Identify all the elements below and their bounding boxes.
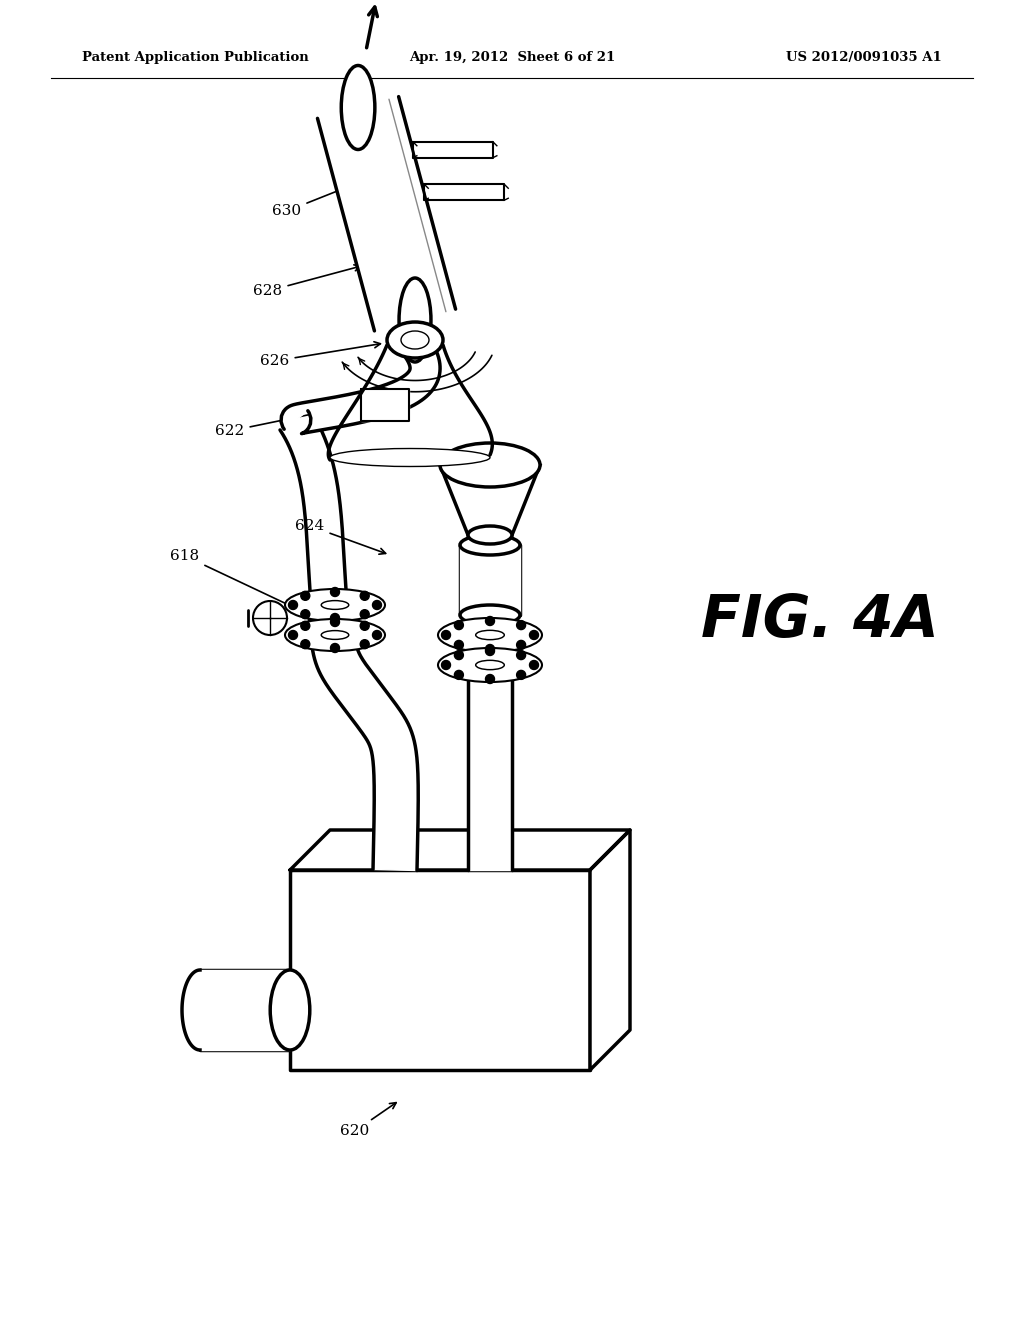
Circle shape — [455, 620, 464, 630]
Circle shape — [301, 591, 310, 601]
Polygon shape — [361, 389, 409, 421]
Polygon shape — [590, 830, 630, 1071]
Ellipse shape — [460, 605, 520, 624]
Circle shape — [455, 671, 464, 680]
Circle shape — [360, 610, 370, 619]
Text: Apr. 19, 2012  Sheet 6 of 21: Apr. 19, 2012 Sheet 6 of 21 — [409, 51, 615, 65]
Circle shape — [331, 618, 340, 627]
Ellipse shape — [285, 589, 385, 620]
Polygon shape — [440, 465, 540, 535]
Circle shape — [301, 622, 310, 631]
Ellipse shape — [322, 631, 349, 639]
Circle shape — [485, 616, 495, 626]
Circle shape — [331, 614, 340, 623]
Ellipse shape — [438, 648, 542, 682]
Text: FIG. 4A: FIG. 4A — [701, 591, 939, 648]
Ellipse shape — [401, 331, 429, 348]
Polygon shape — [413, 141, 497, 158]
Circle shape — [373, 601, 382, 610]
Text: 626: 626 — [260, 342, 381, 368]
Polygon shape — [182, 970, 200, 1049]
Circle shape — [360, 640, 370, 648]
Circle shape — [441, 660, 451, 669]
Ellipse shape — [468, 525, 512, 544]
Circle shape — [517, 620, 525, 630]
Circle shape — [485, 675, 495, 684]
Circle shape — [301, 640, 310, 648]
Polygon shape — [280, 411, 346, 591]
Ellipse shape — [476, 660, 504, 669]
Text: US 2012/0091035 A1: US 2012/0091035 A1 — [786, 51, 942, 65]
Circle shape — [485, 647, 495, 656]
Polygon shape — [424, 185, 508, 201]
Polygon shape — [200, 970, 290, 1049]
Ellipse shape — [341, 66, 375, 149]
Polygon shape — [317, 96, 456, 331]
Circle shape — [360, 591, 370, 601]
Ellipse shape — [399, 279, 431, 362]
Text: Patent Application Publication: Patent Application Publication — [82, 51, 309, 65]
Circle shape — [517, 651, 525, 660]
Ellipse shape — [330, 449, 490, 466]
Text: 628: 628 — [253, 265, 360, 298]
Circle shape — [485, 644, 495, 653]
Circle shape — [455, 640, 464, 649]
Polygon shape — [468, 649, 512, 870]
Text: 618: 618 — [170, 549, 306, 614]
Circle shape — [253, 601, 287, 635]
Ellipse shape — [438, 618, 542, 652]
Circle shape — [289, 601, 298, 610]
Ellipse shape — [322, 601, 349, 610]
Polygon shape — [460, 545, 520, 615]
Polygon shape — [290, 870, 590, 1071]
Circle shape — [529, 631, 539, 639]
Text: 624: 624 — [295, 519, 386, 554]
Circle shape — [331, 644, 340, 652]
Circle shape — [455, 651, 464, 660]
Ellipse shape — [387, 322, 443, 358]
Circle shape — [289, 631, 298, 639]
Text: 620: 620 — [340, 1102, 396, 1138]
Circle shape — [441, 631, 451, 639]
Polygon shape — [281, 335, 440, 433]
Polygon shape — [290, 830, 630, 870]
Circle shape — [529, 660, 539, 669]
Ellipse shape — [270, 970, 310, 1049]
Ellipse shape — [460, 535, 520, 554]
Ellipse shape — [285, 619, 385, 651]
Polygon shape — [472, 540, 508, 610]
Text: 622: 622 — [215, 397, 385, 438]
Circle shape — [517, 671, 525, 680]
Circle shape — [373, 631, 382, 639]
Ellipse shape — [476, 631, 504, 640]
Ellipse shape — [440, 444, 540, 487]
Circle shape — [517, 640, 525, 649]
Text: 630: 630 — [272, 183, 355, 218]
Circle shape — [301, 610, 310, 619]
Circle shape — [360, 622, 370, 631]
Circle shape — [331, 587, 340, 597]
Polygon shape — [308, 598, 418, 870]
